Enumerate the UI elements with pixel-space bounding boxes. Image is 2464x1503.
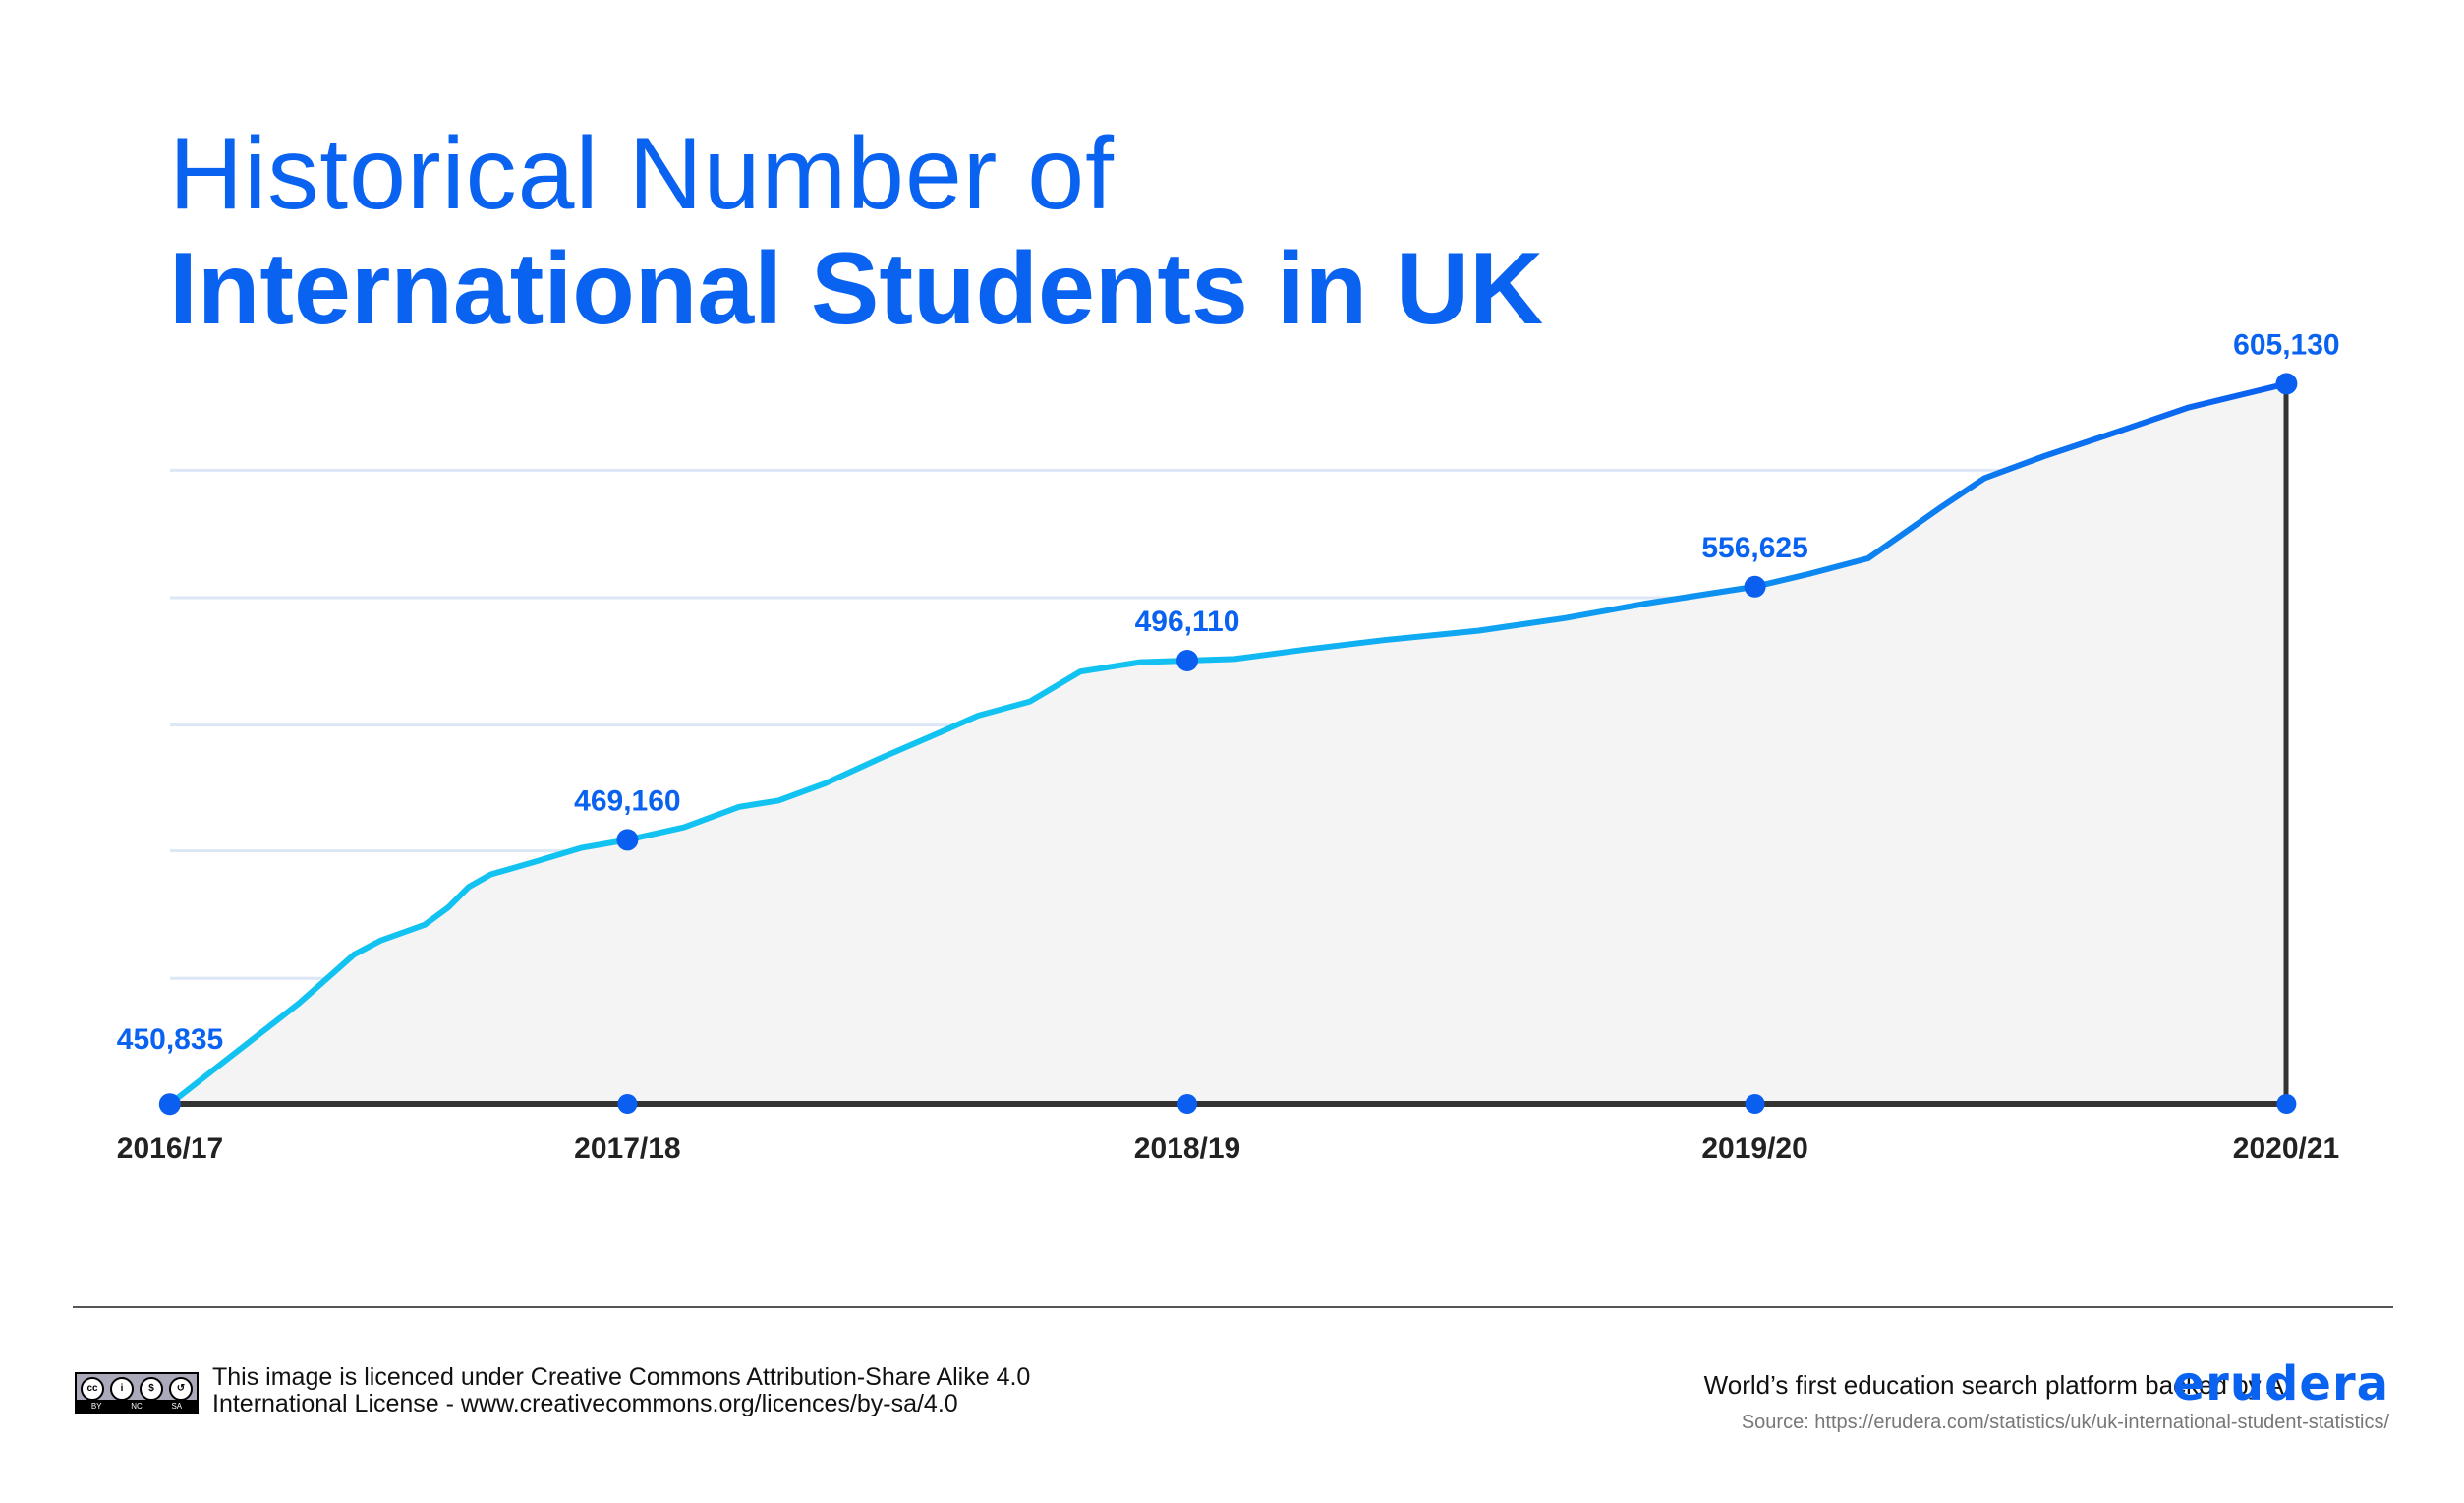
data-label: 450,835 — [117, 1023, 223, 1056]
chart-title-line2: International Students in UK — [169, 232, 1544, 346]
x-tick-label: 2016/17 — [117, 1132, 223, 1165]
data-label: 605,130 — [2233, 328, 2339, 361]
axis-tick-point — [617, 1094, 638, 1114]
data-point — [158, 1093, 181, 1116]
area-fill — [169, 383, 2287, 1105]
license-text: This image is licenced under Creative Co… — [212, 1364, 1030, 1417]
cc-sa: SA — [171, 1401, 183, 1411]
data-point — [616, 829, 639, 851]
x-tick-label: 2019/20 — [1701, 1132, 1807, 1165]
data-point — [1176, 650, 1198, 671]
data-point — [2275, 373, 2298, 395]
series-line — [167, 380, 2288, 1107]
license-line2: International License - www.creativecomm… — [212, 1390, 958, 1417]
x-tick-label: 2018/19 — [1134, 1132, 1240, 1165]
x-tick-label: 2017/18 — [574, 1132, 680, 1165]
chart-title-line1: Historical Number of — [169, 117, 1116, 231]
cc-by: BY — [90, 1401, 102, 1411]
tagline: World’s first education search platform … — [1703, 1370, 2291, 1400]
data-label: 556,625 — [1701, 532, 1807, 564]
axis-tick-point — [1745, 1094, 1765, 1114]
axis-tick-point — [2276, 1094, 2297, 1114]
axis-tick-point — [1177, 1094, 1197, 1114]
erudera-logo: erudera — [2172, 1357, 2389, 1412]
x-tick-label: 2020/21 — [2233, 1132, 2339, 1165]
data-label: 469,160 — [574, 784, 680, 817]
data-point — [1744, 575, 1766, 598]
cc-license-badge: cc i $ ↺ BY NC SA — [75, 1372, 199, 1414]
license-line1: This image is licenced under Creative Co… — [212, 1363, 1031, 1391]
data-label: 496,110 — [1135, 606, 1240, 638]
source-text: Source: https://erudera.com/statistics/u… — [1741, 1412, 2389, 1433]
footer-divider — [73, 1306, 2393, 1308]
cc-nc: NC — [131, 1401, 143, 1411]
